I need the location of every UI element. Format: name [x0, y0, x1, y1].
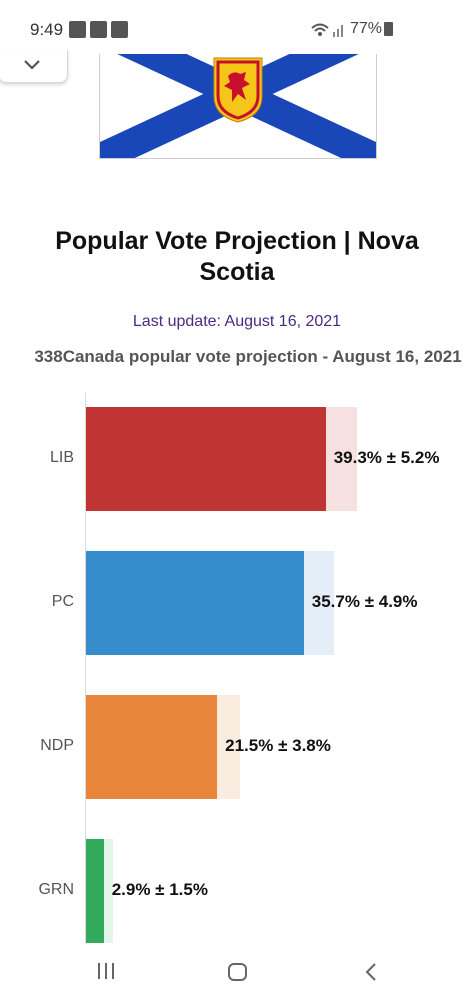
value-label-ndp: 21.5% ± 3.8%: [225, 736, 331, 755]
notification-icon: [90, 21, 107, 38]
value-label-lib: 39.3% ± 5.2%: [333, 448, 440, 467]
chart-title: 338Canada popular vote projection - Augu…: [34, 347, 462, 366]
chart-axis: [85, 393, 86, 945]
category-label-grn: GRN: [38, 881, 74, 898]
category-label-ndp: NDP: [40, 737, 74, 754]
notification-icon: [69, 21, 86, 38]
value-label-grn: 2.9% ± 1.5%: [111, 880, 208, 899]
chevron-down-icon: [24, 60, 40, 70]
bar-ndp: [86, 695, 218, 799]
wifi-signal-icon: [311, 23, 343, 37]
system-navigation-bar: [0, 944, 474, 1000]
collapse-toggle-button[interactable]: [0, 50, 68, 83]
battery-level: 77%: [350, 20, 383, 37]
value-label-pc: 35.7% ± 4.9%: [311, 592, 418, 611]
nova-scotia-flag: [99, 54, 377, 159]
last-update-text: Last update: August 16, 2021: [132, 313, 342, 330]
back-icon[interactable]: [364, 962, 378, 982]
battery-icon: [384, 22, 393, 36]
bar-pc: [86, 551, 304, 655]
status-time: 9:49: [30, 20, 64, 39]
bar-lib: [86, 407, 326, 511]
category-label-lib: LIB: [49, 449, 74, 466]
page-title: Popular Vote Projection | Nova Scotia: [55, 227, 419, 286]
home-icon[interactable]: [227, 962, 249, 982]
vote-projection-chart: LIB 39.3% ± 5.2% PC 35.7% ± 4.9% NDP 21.5% ± …: [0, 380, 448, 950]
recent-apps-icon[interactable]: [96, 962, 116, 980]
bar-grn: [86, 839, 104, 943]
notification-icon: [111, 21, 128, 38]
status-bar: 9:49 77%: [0, 0, 474, 48]
category-label-pc: PC: [51, 593, 74, 610]
